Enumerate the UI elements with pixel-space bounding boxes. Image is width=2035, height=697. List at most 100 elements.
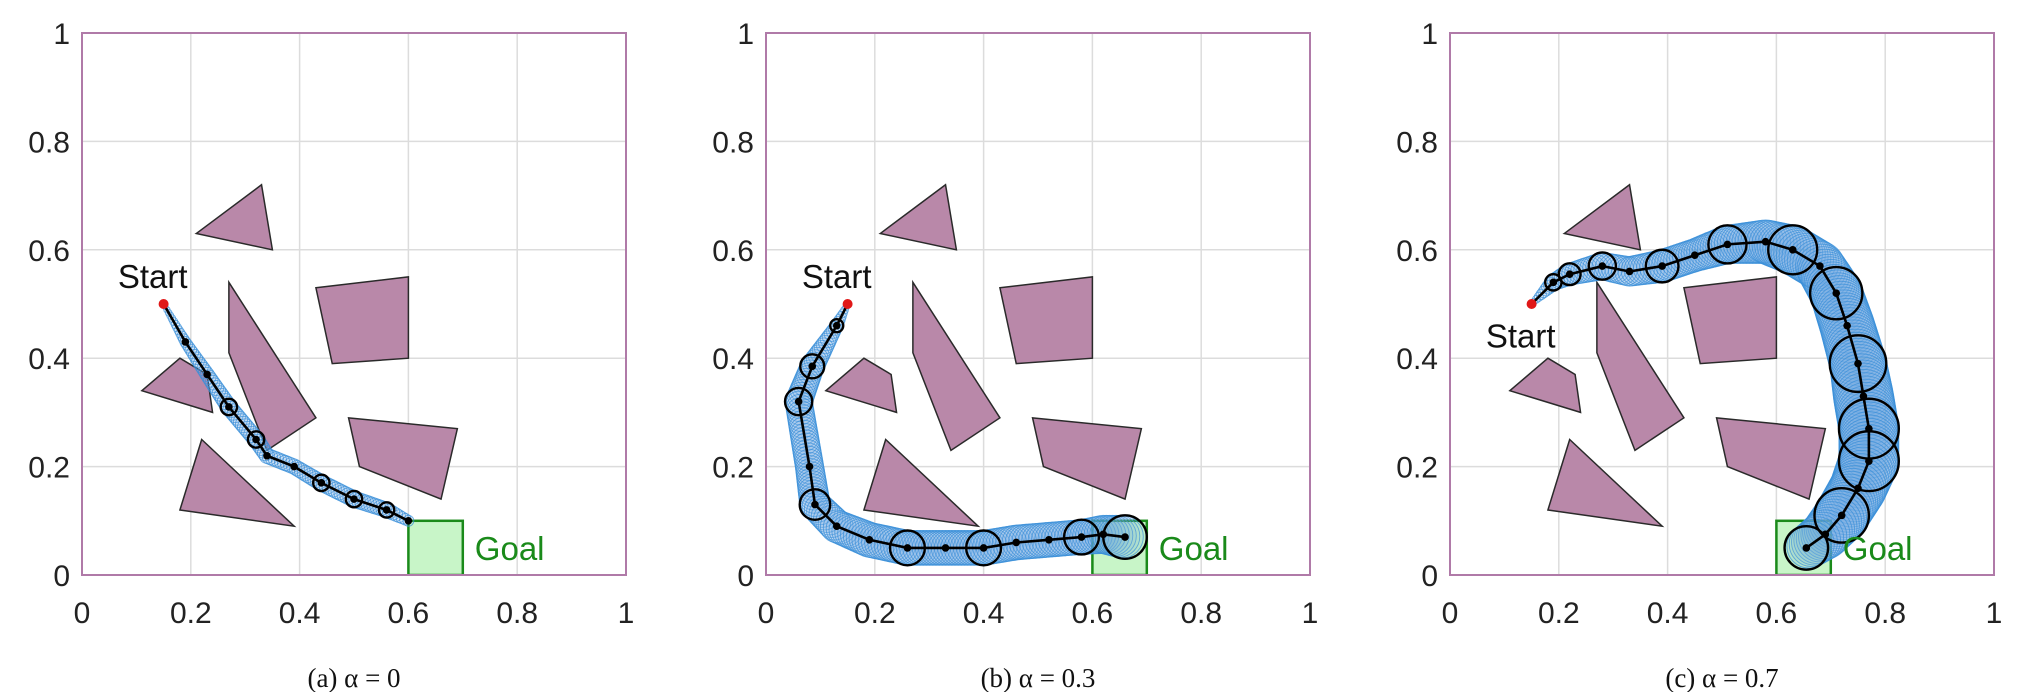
x-tick-label: 1 <box>1302 597 1319 630</box>
axes-frame <box>81 32 627 576</box>
y-tick-label: 0.8 <box>1396 126 1438 159</box>
path-point <box>317 479 326 487</box>
y-tick-label: 0.6 <box>1396 235 1438 268</box>
highlight-circle <box>799 353 826 380</box>
path-point <box>1723 240 1732 249</box>
path-point <box>404 517 413 525</box>
panel-caption: (c) α = 0.7 <box>1665 663 1778 692</box>
path-point <box>382 506 391 514</box>
panel-caption: (a) α = 0 <box>307 663 400 692</box>
y-tick-label: 0.2 <box>1396 452 1438 485</box>
start-point <box>158 299 169 309</box>
path-point <box>794 397 803 406</box>
obstacle <box>347 416 459 501</box>
path-point <box>1837 511 1846 520</box>
highlight-circle <box>1808 265 1864 321</box>
goal-label: Goal <box>475 530 545 567</box>
path-point <box>1816 262 1824 270</box>
x-tick-label: 0 <box>74 597 91 630</box>
highlight-circle <box>1557 262 1582 287</box>
path-point <box>1077 533 1086 541</box>
panel-caption: (b) α = 0.3 <box>981 663 1096 692</box>
path-point <box>805 462 814 471</box>
path-point <box>1865 457 1873 465</box>
obstacle <box>862 438 981 528</box>
y-tick-label: 1 <box>737 18 754 51</box>
obstacle <box>315 276 410 365</box>
y-tick-label: 0.4 <box>712 343 754 376</box>
obstacle <box>1546 438 1665 528</box>
highlight-circle <box>344 489 364 509</box>
path-point <box>1625 267 1634 276</box>
x-tick-label: 0 <box>758 597 775 630</box>
highlight-circle <box>1783 524 1830 571</box>
y-tick-label: 0.6 <box>712 235 754 268</box>
highlight-circle <box>1813 486 1871 544</box>
x-tick-label: 0.4 <box>279 597 321 630</box>
path-point <box>979 544 988 552</box>
obstacle <box>1596 279 1685 452</box>
path-point <box>1843 321 1851 330</box>
highlight-circle <box>219 397 239 417</box>
highlight-circle <box>828 317 845 334</box>
path-point <box>832 522 841 531</box>
path-point <box>1549 278 1558 287</box>
path-point <box>1121 533 1129 541</box>
path-point <box>811 500 819 509</box>
obstacle <box>1562 183 1642 251</box>
mean-path <box>797 303 1126 550</box>
panel-2: Start Goal 0 0.2 0.4 0.6 0.8 1 0 0.2 0.4 0.6 0.8 1 (b)… <box>712 18 1319 693</box>
highlight-circle <box>1707 224 1748 265</box>
highlight-circle <box>377 501 396 519</box>
x-tick-label: 1 <box>1986 597 2003 630</box>
path-point <box>203 370 211 379</box>
obstacle <box>178 438 297 528</box>
path-point <box>1099 530 1108 539</box>
obstacle <box>194 183 274 251</box>
plot-content <box>783 183 1149 575</box>
y-tick-label: 0.8 <box>28 126 70 159</box>
y-tick-label: 0.4 <box>1396 343 1438 376</box>
obstacle <box>878 183 958 251</box>
y-tick-label: 1 <box>53 18 70 51</box>
path-point <box>808 362 817 371</box>
x-tick-label: 0.6 <box>1756 597 1798 630</box>
goal-region <box>407 519 465 575</box>
x-tick-label: 0.4 <box>1647 597 1689 630</box>
x-tick-label: 0.8 <box>496 597 538 630</box>
obstacle <box>140 357 214 414</box>
y-tick-label: 0 <box>737 560 754 593</box>
path-point <box>1788 246 1797 254</box>
x-tick-label: 0.6 <box>388 597 430 630</box>
goal-label: Goal <box>1843 530 1913 567</box>
path-point <box>941 544 950 552</box>
path-point <box>1821 530 1830 539</box>
path-point <box>1658 262 1666 270</box>
path-point <box>1854 484 1862 493</box>
path-point <box>1045 535 1053 544</box>
path-point <box>290 462 298 471</box>
highlight-circle <box>1062 518 1101 556</box>
highlight-circle <box>798 488 832 521</box>
highlight-circle <box>1828 334 1888 394</box>
y-tick-label: 1 <box>1421 18 1438 51</box>
path-point <box>1565 270 1574 278</box>
obstacle <box>912 279 1001 452</box>
start-point <box>1526 299 1537 309</box>
path-point <box>1859 392 1868 400</box>
path-point <box>181 338 190 346</box>
start-label: Start <box>118 258 188 295</box>
highlight-circle <box>1767 224 1819 276</box>
x-tick-label: 0.8 <box>1180 597 1222 630</box>
path-point <box>832 321 841 330</box>
path-point <box>1854 359 1862 368</box>
x-tick-label: 0 <box>1442 597 1459 630</box>
highlight-circle <box>246 430 266 449</box>
path-point <box>1691 251 1699 260</box>
panel-1: Start Goal 0 0.2 0.4 0.6 0.8 1 0 0.2 0.4 0.6 0.8 1 (a)… <box>28 18 634 693</box>
start-label: Start <box>1486 318 1556 355</box>
path-point <box>1012 538 1021 547</box>
y-tick-label: 0 <box>1421 560 1438 593</box>
path-point <box>1865 424 1873 433</box>
